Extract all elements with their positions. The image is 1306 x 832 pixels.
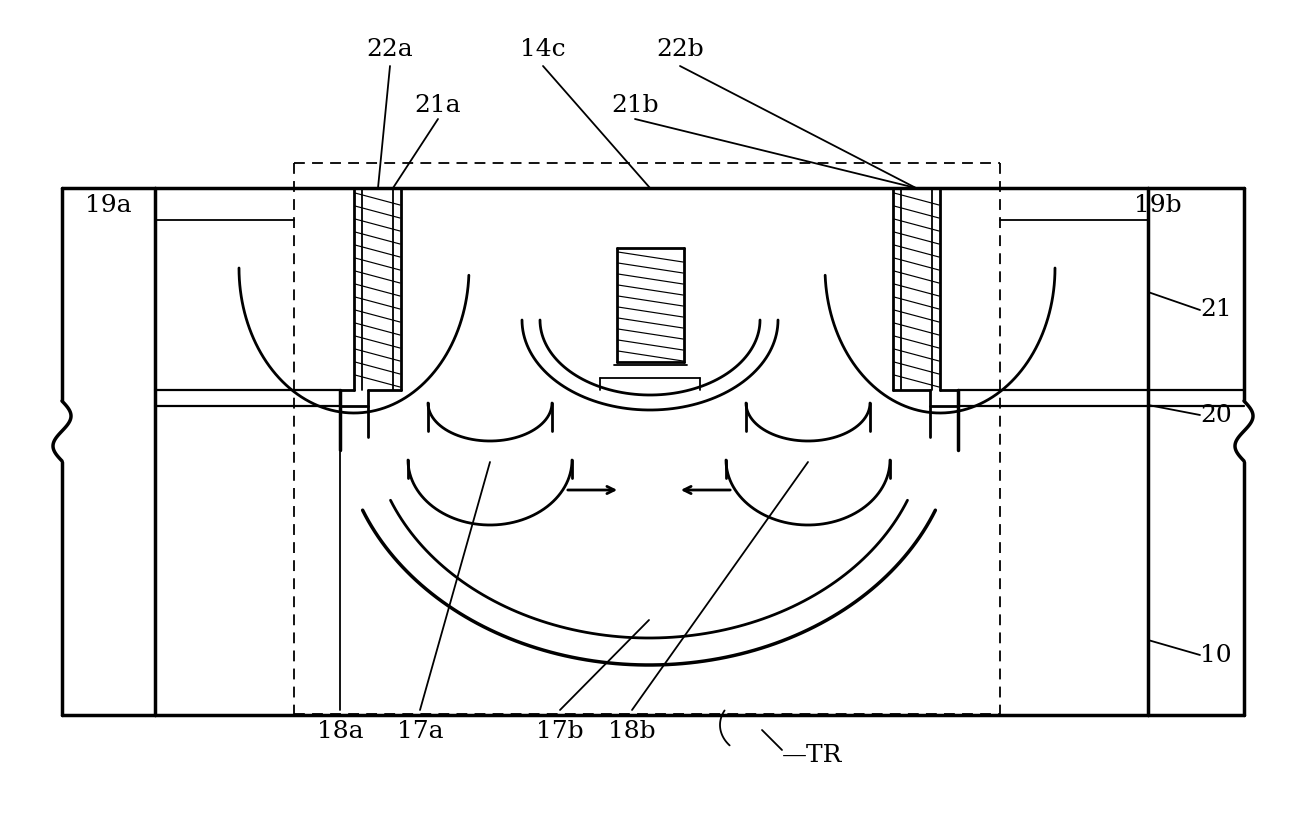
Text: —TR: —TR (782, 745, 842, 767)
Text: 19a: 19a (85, 194, 132, 216)
Text: 22b: 22b (656, 38, 704, 62)
Text: 17b: 17b (537, 720, 584, 743)
Text: 18b: 18b (609, 720, 656, 743)
Text: 21b: 21b (611, 95, 658, 117)
Text: 14c: 14c (520, 38, 565, 62)
Text: 19b: 19b (1134, 194, 1182, 216)
Text: 20: 20 (1200, 404, 1232, 427)
Text: 21a: 21a (415, 95, 461, 117)
Text: 21: 21 (1200, 299, 1232, 321)
Text: 17a: 17a (397, 720, 443, 743)
Text: 18a: 18a (316, 720, 363, 743)
Text: 22a: 22a (367, 38, 414, 62)
Text: 10: 10 (1200, 643, 1232, 666)
